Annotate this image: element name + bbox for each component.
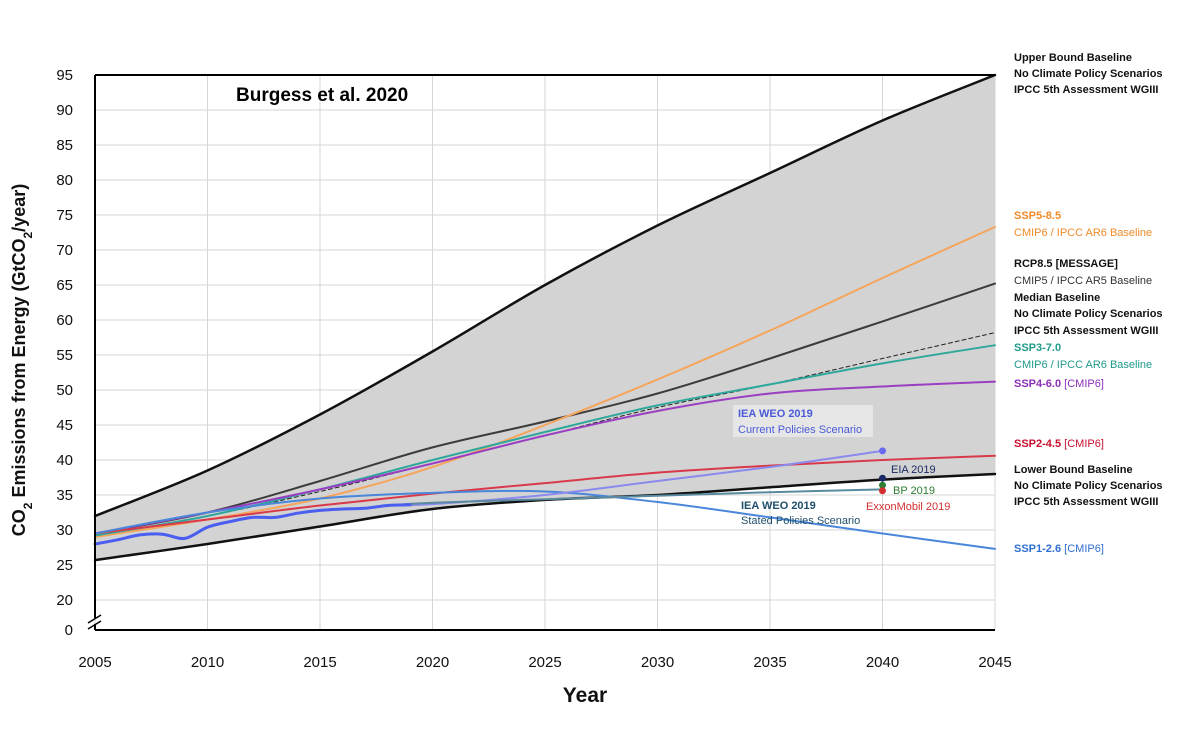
- series-line-ssp3-7-0: [94, 344, 996, 537]
- x-tick-label: 2030: [641, 654, 674, 671]
- y-tick-label: 65: [56, 277, 73, 294]
- right-label: IPCC 5th Assessment WGIII: [1014, 325, 1158, 337]
- x-tick-label: 2020: [416, 654, 449, 671]
- right-label: CMIP5 / IPCC AR5 Baseline: [1014, 275, 1152, 287]
- y-tick-label: 50: [56, 382, 73, 399]
- baseline-range-band: [95, 75, 995, 561]
- y-tick-label: 45: [56, 417, 73, 434]
- annotation-label: EIA 2019: [891, 464, 936, 476]
- series-line-ssp4-6-0: [94, 380, 996, 535]
- x-tick-label: 2010: [191, 654, 224, 671]
- right-label: SSP5-8.5: [1014, 210, 1061, 222]
- y-tick-label: 70: [56, 242, 73, 259]
- right-label: Median Baseline: [1014, 292, 1100, 304]
- series-line-historical: [93, 503, 412, 546]
- right-label: No Climate Policy Scenarios: [1014, 480, 1163, 492]
- axis-break-mark: [87, 620, 102, 630]
- x-tick-label: 2045: [978, 654, 1011, 671]
- right-label: SSP3-7.0: [1014, 342, 1061, 354]
- series-line-rcp8-5-message: [94, 282, 996, 535]
- right-label: No Climate Policy Scenarios: [1014, 308, 1163, 320]
- y-tick-label: 0: [65, 622, 73, 639]
- right-label: SSP2-4.5 [CMIP6]: [1014, 438, 1104, 450]
- annotation-label: IEA WEO 2019: [741, 500, 816, 512]
- point-bp-2019: [879, 481, 886, 489]
- x-tick-label: 2040: [866, 654, 899, 671]
- right-label: CMIP6 / IPCC AR6 Baseline: [1014, 359, 1152, 371]
- y-tick-label: 25: [56, 557, 73, 574]
- series-line-ssp1-2-6: [94, 489, 996, 550]
- y-tick-label: 55: [56, 347, 73, 364]
- y-tick-label: 60: [56, 312, 73, 329]
- annotation-label: Current Policies Scenario: [738, 424, 862, 436]
- right-label: Upper Bound Baseline: [1014, 52, 1132, 64]
- y-tick-label: 95: [56, 67, 73, 84]
- annotation-label: IEA WEO 2019: [738, 408, 813, 420]
- y-tick-label: 30: [56, 522, 73, 539]
- y-axis-title: CO2 Emissions from Energy (GtCO2/year): [9, 184, 35, 536]
- chart-title: Burgess et al. 2020: [236, 85, 408, 106]
- point-iea-weo-2019-current-policies-scenario: [879, 447, 886, 455]
- y-tick-label: 90: [56, 102, 73, 119]
- series-line-iea-weo-2019-stated-policies-scenario: [386, 488, 884, 507]
- right-label: IPCC 5th Assessment WGIII: [1014, 84, 1158, 96]
- right-label: RCP8.5 [MESSAGE]: [1014, 258, 1118, 270]
- axis-break-mark: [87, 614, 102, 624]
- annotation-label: BP 2019: [893, 485, 935, 497]
- annotation-label: Stated Policies Scenario: [741, 515, 860, 527]
- right-label: Lower Bound Baseline: [1014, 464, 1133, 476]
- series-line-ssp5-8-5: [94, 225, 996, 538]
- point-eia-2019: [879, 474, 886, 482]
- right-label: No Climate Policy Scenarios: [1014, 68, 1163, 80]
- y-tick-label: 85: [56, 137, 73, 154]
- annotation-box: [733, 405, 873, 437]
- y-tick-label: 20: [56, 592, 73, 609]
- x-tick-label: 2005: [78, 654, 111, 671]
- x-tick-label: 2035: [753, 654, 786, 671]
- x-tick-label: 2015: [303, 654, 336, 671]
- right-labels: Upper Bound Baseline No Climate Policy Sc…: [1014, 52, 1163, 555]
- x-tick-label: 2025: [528, 654, 561, 671]
- right-label: SSP4-6.0 [CMIP6]: [1014, 378, 1104, 390]
- shaded-range: [95, 75, 995, 561]
- y-tick-label: 80: [56, 172, 73, 189]
- series-line-iea-weo-2019-current-policies-scenario: [386, 449, 884, 507]
- y-tick-label: 35: [56, 487, 73, 504]
- series-lines: [93, 73, 997, 562]
- y-tick-label: 40: [56, 452, 73, 469]
- right-label: IPCC 5th Assessment WGIII: [1014, 496, 1158, 508]
- axes: [87, 74, 995, 631]
- annotations: IEA WEO 2019 Current Policies Scenario EIA…: [733, 405, 950, 527]
- series-line-upper-bound-baseline: [93, 73, 997, 518]
- right-label: CMIP6 / IPCC AR6 Baseline: [1014, 227, 1152, 239]
- data-points: [879, 447, 886, 495]
- y-tick-label: 75: [56, 207, 73, 224]
- right-label: SSP1-2.6 [CMIP6]: [1014, 543, 1104, 555]
- point-exxonmobil-2019: [879, 487, 886, 495]
- series-line-ssp2-4-5: [94, 454, 996, 535]
- annotation-label: ExxonMobil 2019: [866, 501, 950, 513]
- x-axis-title: Year: [563, 684, 607, 707]
